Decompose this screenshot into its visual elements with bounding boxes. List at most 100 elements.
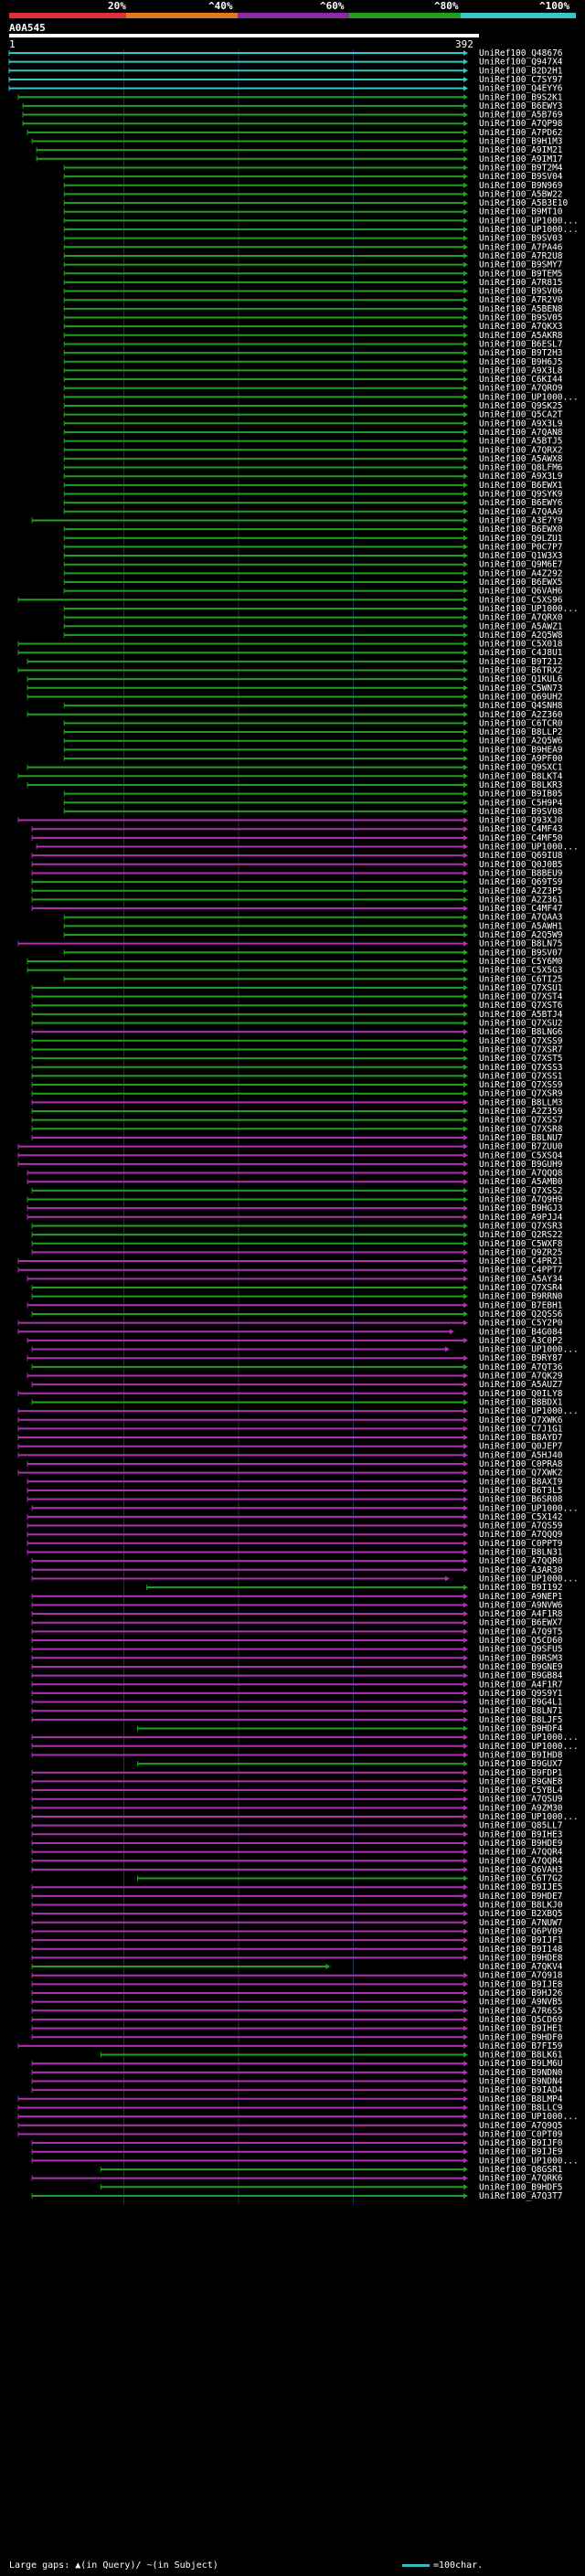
hit-label[interactable]: UniRef100_B9SV05 bbox=[479, 313, 563, 323]
hit-label[interactable]: UniRef100_A7NUW7 bbox=[479, 1918, 563, 1928]
hit-row[interactable]: UniRef100_B8LKT4 bbox=[17, 771, 563, 781]
hit-label[interactable]: UniRef100_A5B769 bbox=[479, 111, 563, 121]
hit-row[interactable]: UniRef100_C0PRA8 bbox=[27, 1459, 563, 1469]
hit-row[interactable]: UniRef100_Q9M6E7 bbox=[63, 560, 563, 570]
hit-label[interactable]: UniRef100_A7QRK6 bbox=[479, 2174, 563, 2184]
hit-label[interactable]: UniRef100_B9NDN4 bbox=[479, 2077, 563, 2087]
hit-label[interactable]: UniRef100_B9G4L1 bbox=[479, 1698, 563, 1708]
hit-label[interactable]: UniRef100_A9ZM30 bbox=[479, 1803, 563, 1813]
hit-row[interactable]: UniRef100_B9SV04 bbox=[63, 172, 563, 182]
hit-row[interactable]: UniRef100_C5XS96 bbox=[17, 595, 563, 605]
hit-label[interactable]: UniRef100_A7QT36 bbox=[479, 1362, 563, 1373]
hit-row[interactable]: UniRef100_A5AY34 bbox=[27, 1274, 563, 1284]
hit-label[interactable]: UniRef100_C0PRA8 bbox=[479, 1459, 563, 1469]
hit-label[interactable]: UniRef100_A7QRX0 bbox=[479, 613, 563, 623]
hit-row[interactable]: UniRef100_B9IJE5 bbox=[31, 1882, 563, 1892]
hit-label[interactable]: UniRef100_B9GNE9 bbox=[479, 1662, 563, 1672]
hit-row[interactable]: UniRef100_B9HGJ3 bbox=[27, 1203, 563, 1214]
hit-row[interactable]: UniRef100_Q1W3X3 bbox=[63, 551, 563, 561]
hit-row[interactable]: UniRef100_A9IM21 bbox=[36, 145, 563, 155]
hit-label[interactable]: UniRef100_B8LN75 bbox=[479, 939, 563, 949]
hit-label[interactable]: UniRef100_A9X3L8 bbox=[479, 366, 563, 376]
hit-row[interactable]: UniRef100_A2Z359 bbox=[31, 1107, 563, 1117]
hit-label[interactable]: UniRef100_C6TCR0 bbox=[479, 718, 563, 728]
hit-row[interactable]: UniRef100_C6T7G2 bbox=[137, 1874, 563, 1884]
hit-label[interactable]: UniRef100_C0PPT9 bbox=[479, 1539, 563, 1549]
hit-row[interactable]: UniRef100_B8LN75 bbox=[17, 939, 563, 949]
hit-label[interactable]: UniRef100_Q5CA2T bbox=[479, 410, 563, 420]
hit-label[interactable]: UniRef100_C4PR21 bbox=[479, 1256, 563, 1267]
hit-label[interactable]: UniRef100_B8LLC9 bbox=[479, 2103, 563, 2113]
hit-row[interactable]: UniRef100_Q4EYY6 bbox=[8, 84, 563, 94]
hit-row[interactable]: UniRef100_C0PPT9 bbox=[27, 1539, 563, 1549]
hit-label[interactable]: UniRef100_A5AWX8 bbox=[479, 454, 563, 464]
hit-label[interactable]: UniRef100_B9NDN0 bbox=[479, 2068, 563, 2078]
hit-row[interactable]: UniRef100_P0C7P7 bbox=[63, 542, 563, 552]
hit-label[interactable]: UniRef100_B9HJ26 bbox=[479, 1988, 563, 1998]
hit-label[interactable]: UniRef100_Q0JEP7 bbox=[479, 1442, 563, 1452]
hit-label[interactable]: UniRef100_A7QQQ8 bbox=[479, 1169, 563, 1179]
hit-row[interactable]: UniRef100_Q7XSS2 bbox=[31, 1186, 563, 1196]
hit-label[interactable]: UniRef100_B9SV04 bbox=[479, 172, 563, 182]
hit-label[interactable]: UniRef100_Q7XSR8 bbox=[479, 1124, 563, 1134]
hit-row[interactable]: UniRef100_B9HJ26 bbox=[31, 1988, 563, 1998]
hit-row[interactable]: UniRef100_Q85LL7 bbox=[31, 1821, 563, 1831]
hit-row[interactable]: UniRef100_B9HDE9 bbox=[31, 1839, 563, 1849]
hit-label[interactable]: UniRef100_B8LK61 bbox=[479, 2051, 563, 2061]
hit-label[interactable]: UniRef100_B9GNE8 bbox=[479, 1776, 563, 1786]
hit-label[interactable]: UniRef100_UP1000... bbox=[479, 1406, 579, 1416]
hit-row[interactable]: UniRef100_UP1000... bbox=[31, 1574, 579, 1584]
hit-row[interactable]: UniRef100_B9IJE9 bbox=[31, 2147, 563, 2157]
hit-label[interactable]: UniRef100_B8LJF5 bbox=[479, 1715, 563, 1725]
hit-row[interactable]: UniRef100_Q9ZR25 bbox=[31, 1247, 563, 1257]
hit-label[interactable]: UniRef100_A4F1R7 bbox=[479, 1680, 563, 1690]
hit-row[interactable]: UniRef100_B8AXI9 bbox=[27, 1477, 563, 1487]
hit-label[interactable]: UniRef100_B9HDF4 bbox=[479, 1724, 563, 1734]
hit-row[interactable]: UniRef100_B9NDN0 bbox=[31, 2068, 563, 2078]
hit-row[interactable]: UniRef100_B9TEM5 bbox=[63, 269, 563, 279]
hit-row[interactable]: UniRef100_A9X3L9 bbox=[63, 472, 563, 482]
hit-row[interactable]: UniRef100_UP1000... bbox=[31, 1742, 579, 1752]
hit-row[interactable]: UniRef100_A7Q918 bbox=[31, 1971, 563, 1981]
hit-row[interactable]: UniRef100_Q8LFM6 bbox=[63, 463, 563, 473]
hit-label[interactable]: UniRef100_B8LMP4 bbox=[479, 2094, 563, 2104]
hit-label[interactable]: UniRef100_Q4SNH8 bbox=[479, 701, 563, 711]
hit-label[interactable]: UniRef100_Q7XST4 bbox=[479, 992, 563, 1002]
hit-row[interactable]: UniRef100_A7QAA9 bbox=[63, 507, 563, 517]
hit-label[interactable]: UniRef100_A4Z292 bbox=[479, 568, 563, 578]
hit-label[interactable]: UniRef100_C4MF50 bbox=[479, 833, 563, 843]
hit-label[interactable]: UniRef100_A9X3L9 bbox=[479, 472, 563, 482]
hit-label[interactable]: UniRef100_A3C0P2 bbox=[479, 1336, 563, 1346]
hit-row[interactable]: UniRef100_B9S2K1 bbox=[17, 92, 563, 102]
hit-row[interactable]: UniRef100_A5B769 bbox=[22, 111, 563, 121]
hit-row[interactable]: UniRef100_B6EWX0 bbox=[63, 525, 563, 535]
hit-label[interactable]: UniRef100_A9IM21 bbox=[479, 145, 563, 155]
hit-label[interactable]: UniRef100_A5AMB0 bbox=[479, 1177, 563, 1187]
hit-label[interactable]: UniRef100_A9IM17 bbox=[479, 154, 563, 164]
hit-label[interactable]: UniRef100_A7Q9H9 bbox=[479, 1195, 563, 1205]
hit-row[interactable]: UniRef100_UP1000... bbox=[36, 843, 579, 853]
hit-label[interactable]: UniRef100_A5BW22 bbox=[479, 189, 563, 199]
hit-row[interactable]: UniRef100_A3AR30 bbox=[31, 1565, 563, 1575]
hit-label[interactable]: UniRef100_A2Z359 bbox=[479, 1107, 563, 1117]
hit-label[interactable]: UniRef100_Q9SYK9 bbox=[479, 490, 563, 500]
hit-row[interactable]: UniRef100_C6TCR0 bbox=[63, 718, 563, 728]
hit-row[interactable]: UniRef100_A9X3L9 bbox=[63, 419, 563, 429]
hit-label[interactable]: UniRef100_B6TRX2 bbox=[479, 666, 563, 676]
hit-row[interactable]: UniRef100_C4J8U1 bbox=[17, 648, 563, 658]
hit-row[interactable]: UniRef100_A7R2V0 bbox=[63, 295, 563, 305]
hit-label[interactable]: UniRef100_C5Y6M0 bbox=[479, 957, 563, 967]
hit-label[interactable]: UniRef100_A7QS59 bbox=[479, 1521, 563, 1532]
hit-row[interactable]: UniRef100_B9RY87 bbox=[27, 1353, 563, 1363]
hit-row[interactable]: UniRef100_Q5CD60 bbox=[31, 1636, 563, 1646]
hit-label[interactable]: UniRef100_A9X3L9 bbox=[479, 419, 563, 429]
hit-label[interactable]: UniRef100_B9N969 bbox=[479, 181, 563, 191]
hit-row[interactable]: UniRef100_B7EBH1 bbox=[27, 1300, 563, 1310]
hit-label[interactable]: UniRef100_B8BEU9 bbox=[479, 868, 563, 878]
hit-row[interactable]: UniRef100_A2Z360 bbox=[27, 710, 563, 720]
hit-row[interactable]: UniRef100_A4Z292 bbox=[63, 568, 563, 578]
hit-row[interactable]: UniRef100_C7SY97 bbox=[8, 75, 563, 85]
hit-label[interactable]: UniRef100_Q7XSU2 bbox=[479, 1019, 563, 1029]
hit-row[interactable]: UniRef100_B9GNE8 bbox=[31, 1776, 563, 1786]
hit-label[interactable]: UniRef100_C0PT09 bbox=[479, 2129, 563, 2139]
